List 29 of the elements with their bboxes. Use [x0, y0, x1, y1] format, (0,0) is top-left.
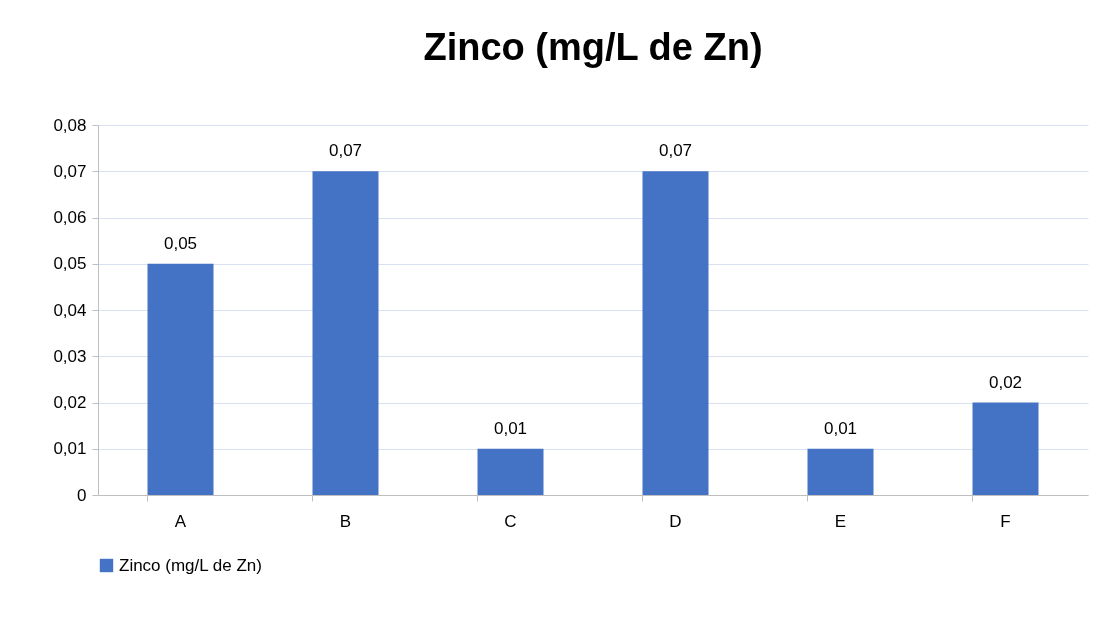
bar	[972, 402, 1039, 495]
y-tick-label: 0,08	[53, 115, 87, 135]
y-tick-label: 0,06	[53, 208, 87, 227]
data-label: 0,07	[658, 141, 693, 161]
legend-label: Zinco (mg/L de Zn)	[119, 555, 262, 575]
x-tick-label: F	[1000, 511, 1011, 531]
y-tick-label: 0,02	[53, 393, 87, 412]
bar	[807, 448, 874, 495]
chart-title: Zinco (mg/L de Zn)	[423, 26, 763, 68]
x-tick-label: A	[174, 511, 187, 531]
y-tick-label: 0,07	[53, 161, 87, 181]
data-label: 0,07	[328, 141, 363, 161]
bar	[642, 171, 709, 495]
x-tick-label: E	[834, 511, 847, 531]
y-tick-label: 0,01	[53, 439, 87, 459]
x-tick-label: D	[669, 511, 682, 531]
bar	[312, 171, 379, 495]
y-tick-label: 0,03	[53, 346, 87, 366]
x-tick-label: C	[504, 511, 517, 531]
bar	[477, 448, 544, 495]
y-tick-label: 0	[77, 485, 87, 505]
y-tick-label: 0,05	[53, 254, 87, 274]
bar	[147, 263, 214, 495]
data-label: 0,05	[163, 233, 198, 253]
data-label: 0,01	[823, 418, 858, 438]
data-label: 0,02	[988, 372, 1023, 392]
y-tick-label: 0,04	[53, 300, 87, 320]
x-tick-label: B	[339, 511, 352, 531]
data-label: 0,01	[493, 418, 528, 438]
